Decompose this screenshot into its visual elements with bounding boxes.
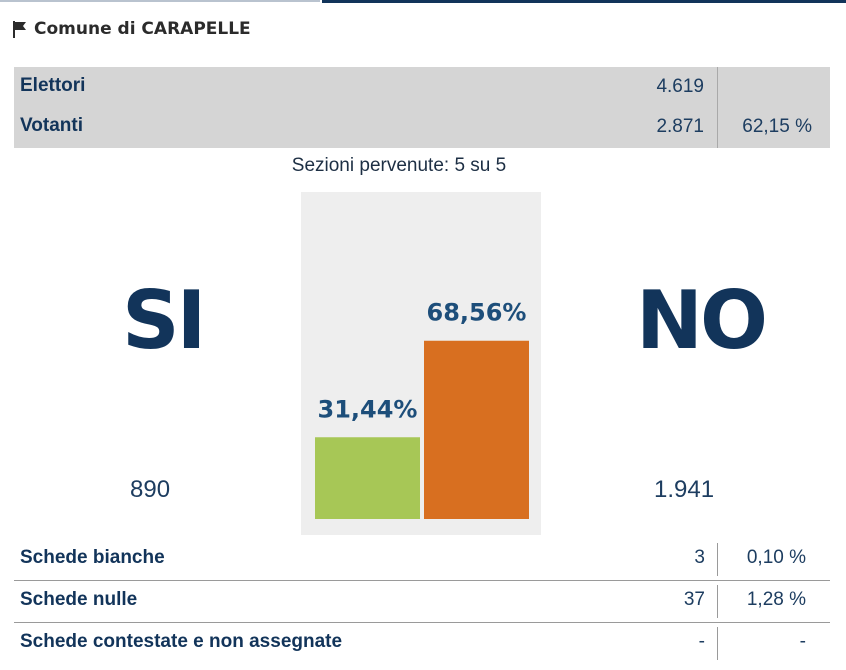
blank-ballots-value: 3 (694, 547, 705, 568)
column-divider (717, 543, 718, 576)
electors-row: Elettori 4.619 (14, 67, 830, 107)
row-divider (14, 622, 830, 623)
top-border-right (322, 0, 846, 3)
header: Comune di CARAPELLE (12, 16, 251, 42)
municipality-title: Comune di CARAPELLE (34, 19, 251, 39)
null-ballots-row: Schede nulle 37 1,28 % (14, 581, 830, 622)
column-divider (717, 585, 718, 618)
voters-value: 2.871 (656, 116, 704, 137)
contested-ballots-value: - (698, 631, 705, 652)
voters-label: Votanti (20, 115, 83, 136)
no-label: NO (636, 274, 768, 367)
blank-ballots-label: Schede bianche (20, 547, 165, 568)
electors-column-divider (717, 67, 718, 148)
blank-ballots-row: Schede bianche 3 0,10 % (14, 539, 830, 580)
bar-no (424, 340, 529, 519)
column-divider (717, 627, 718, 660)
contested-ballots-row: Schede contestate e non assegnate - - (14, 623, 830, 664)
null-ballots-value: 37 (683, 589, 705, 610)
electors-label: Elettori (20, 75, 86, 96)
no-count: 1.941 (654, 476, 715, 503)
results-chart: 31,44% 68,56% (301, 192, 541, 535)
yes-count: 890 (130, 476, 171, 503)
flag-icon (12, 20, 28, 38)
results-chart-svg: 31,44% 68,56% (315, 299, 529, 519)
voters-row: Votanti 2.871 62,15 % (14, 107, 830, 147)
null-ballots-label: Schede nulle (20, 589, 138, 610)
bar-value-label-no: 68,56% (427, 299, 527, 327)
sections-received: Sezioni pervenute: 5 su 5 (291, 155, 507, 176)
top-border-left (0, 0, 320, 2)
yes-label: SI (122, 274, 206, 367)
voters-percent: 62,15 % (742, 116, 812, 137)
contested-ballots-label: Schede contestate e non assegnate (20, 631, 343, 652)
bar-si (315, 437, 420, 519)
contested-ballots-percent: - (799, 631, 806, 652)
null-ballots-percent: 1,28 % (746, 589, 806, 610)
electors-table: Elettori 4.619 Votanti 2.871 62,15 % (14, 67, 830, 148)
blank-ballots-percent: 0,10 % (746, 547, 806, 568)
row-divider (14, 580, 830, 581)
bar-value-label-si: 31,44% (318, 395, 418, 423)
electors-value: 4.619 (656, 76, 704, 97)
